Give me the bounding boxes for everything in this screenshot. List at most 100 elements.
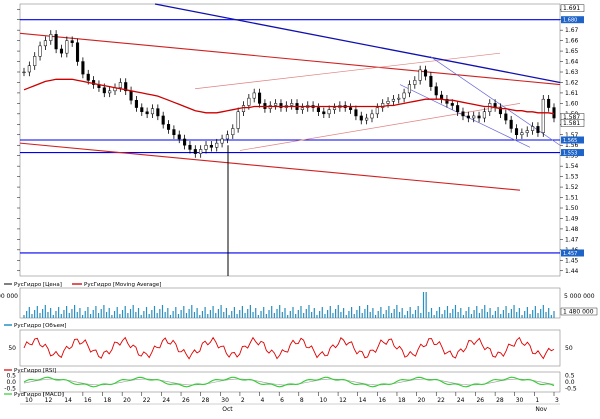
x-tick-label: 30 <box>516 397 524 404</box>
candle-body <box>456 105 460 113</box>
price-y-tick-label: 1.63 <box>565 69 579 76</box>
x-tick-label: 22 <box>143 397 151 404</box>
candle-body <box>466 115 470 119</box>
candle-body <box>59 48 64 54</box>
x-period-label-nov: Nov <box>535 406 547 413</box>
x-tick-label: 14 <box>64 397 72 404</box>
price-y-tick-label: 1.55 <box>565 153 579 160</box>
candle-body <box>124 82 128 92</box>
candle-body <box>161 115 165 125</box>
candle-body <box>423 69 428 77</box>
candle-body <box>370 113 374 119</box>
legend-price-label: РусГидро [Цена] <box>14 282 62 288</box>
candle-body <box>461 111 465 117</box>
candle-body <box>445 98 449 104</box>
level-price-tag-label: 1.680 <box>563 17 577 23</box>
x-tick-label: 3 <box>555 397 559 404</box>
x-tick-label: 18 <box>104 397 112 404</box>
macd-panel-frame <box>19 371 561 393</box>
candle-body <box>365 117 369 121</box>
candle-body <box>38 45 42 57</box>
candle-body <box>413 80 417 85</box>
candle-body <box>172 129 176 136</box>
candle-body <box>193 149 197 154</box>
price-y-tick-label: 1.64 <box>565 59 579 66</box>
x-tick-label: 20 <box>123 397 131 404</box>
macd-y-tick-label: 0.0 <box>565 379 575 386</box>
candle-body <box>140 107 144 113</box>
candle-body <box>504 113 508 121</box>
candle-body <box>290 103 294 106</box>
candle-body <box>386 101 390 104</box>
x-tick-label: 16 <box>378 397 386 404</box>
macd-y-tick-label-left: 0.5 <box>6 372 16 379</box>
legend-macd-label: РусГидро [MACD] <box>14 392 64 398</box>
x-tick-label: 4 <box>261 397 265 404</box>
candle-body <box>215 142 219 148</box>
candle-body <box>509 119 513 129</box>
price-y-tick-label: 1.52 <box>565 184 579 191</box>
right-price-tag-label: 1.581 <box>563 120 580 127</box>
candle-body <box>134 99 138 108</box>
candle-body <box>231 128 235 136</box>
candle-body <box>514 128 519 136</box>
price-y-tick-label: 1.61 <box>565 90 579 97</box>
legend-rsi-label: РусГидро [RSI] <box>14 368 56 374</box>
x-tick-label: 24 <box>162 397 170 404</box>
candle-body <box>43 40 47 47</box>
volume-y-tick-label: 5 000 000 <box>564 293 595 300</box>
level-price-tag-label: 1.553 <box>563 150 577 156</box>
x-tick-label: 6 <box>280 397 284 404</box>
x-tick-label: 22 <box>437 397 445 404</box>
candle-body <box>536 126 540 133</box>
candle-body <box>183 138 187 146</box>
candle-body <box>118 82 122 88</box>
level-price-tag-label: 1.457 <box>563 251 577 257</box>
x-tick-label: 30 <box>221 397 229 404</box>
rsi-panel-frame <box>19 329 561 367</box>
legend-volume-label: РусГидро [Объем] <box>14 323 66 329</box>
x-tick-label: 10 <box>319 397 327 404</box>
candle-body <box>236 111 240 129</box>
candle-body <box>22 71 26 74</box>
candle-body <box>482 111 486 119</box>
macd-y-tick-label: -0.5 <box>565 386 577 393</box>
price-y-tick-label: 1.57 <box>565 132 579 139</box>
blue-channel-lower <box>399 84 531 148</box>
candle-body <box>65 40 69 54</box>
candle-body <box>531 126 535 131</box>
candle-body <box>156 108 160 117</box>
x-tick-label: 14 <box>359 397 367 404</box>
candle-body <box>520 132 524 136</box>
lower-mid-channel-line <box>239 103 521 151</box>
blue-resistance-line <box>154 3 561 84</box>
candle-body <box>241 105 246 113</box>
candle-body <box>525 130 529 133</box>
candle-body <box>199 149 203 154</box>
price-y-tick-label: 1.45 <box>565 257 579 264</box>
candle-body <box>349 107 353 110</box>
price-y-tick-label: 1.66 <box>565 38 579 45</box>
candle-body <box>70 40 74 43</box>
macd-y-tick-label-left: 0.0 <box>6 379 16 386</box>
candle-body <box>434 86 438 96</box>
candle-body <box>418 69 422 81</box>
candle-body <box>391 98 395 102</box>
candle-body <box>322 111 326 115</box>
candle-body <box>472 115 476 119</box>
macd-y-tick-label-left: -0.5 <box>4 386 16 393</box>
rsi-y-tick-label-left: 50 <box>8 345 16 352</box>
x-tick-label: 28 <box>496 397 504 404</box>
candle-body <box>359 115 363 121</box>
x-tick-label: 12 <box>339 397 347 404</box>
candle-body <box>247 97 251 106</box>
price-y-tick-label: 1.62 <box>565 79 579 86</box>
right-price-tag-label: 1.587 <box>563 114 580 121</box>
candle-body <box>220 138 224 144</box>
candle-body <box>252 92 256 99</box>
candle-body <box>477 115 481 119</box>
price-y-tick-label: 1.54 <box>565 163 579 170</box>
x-tick-label: 8 <box>300 397 304 404</box>
candle-body <box>488 103 492 113</box>
mid-channel-line <box>194 52 501 90</box>
